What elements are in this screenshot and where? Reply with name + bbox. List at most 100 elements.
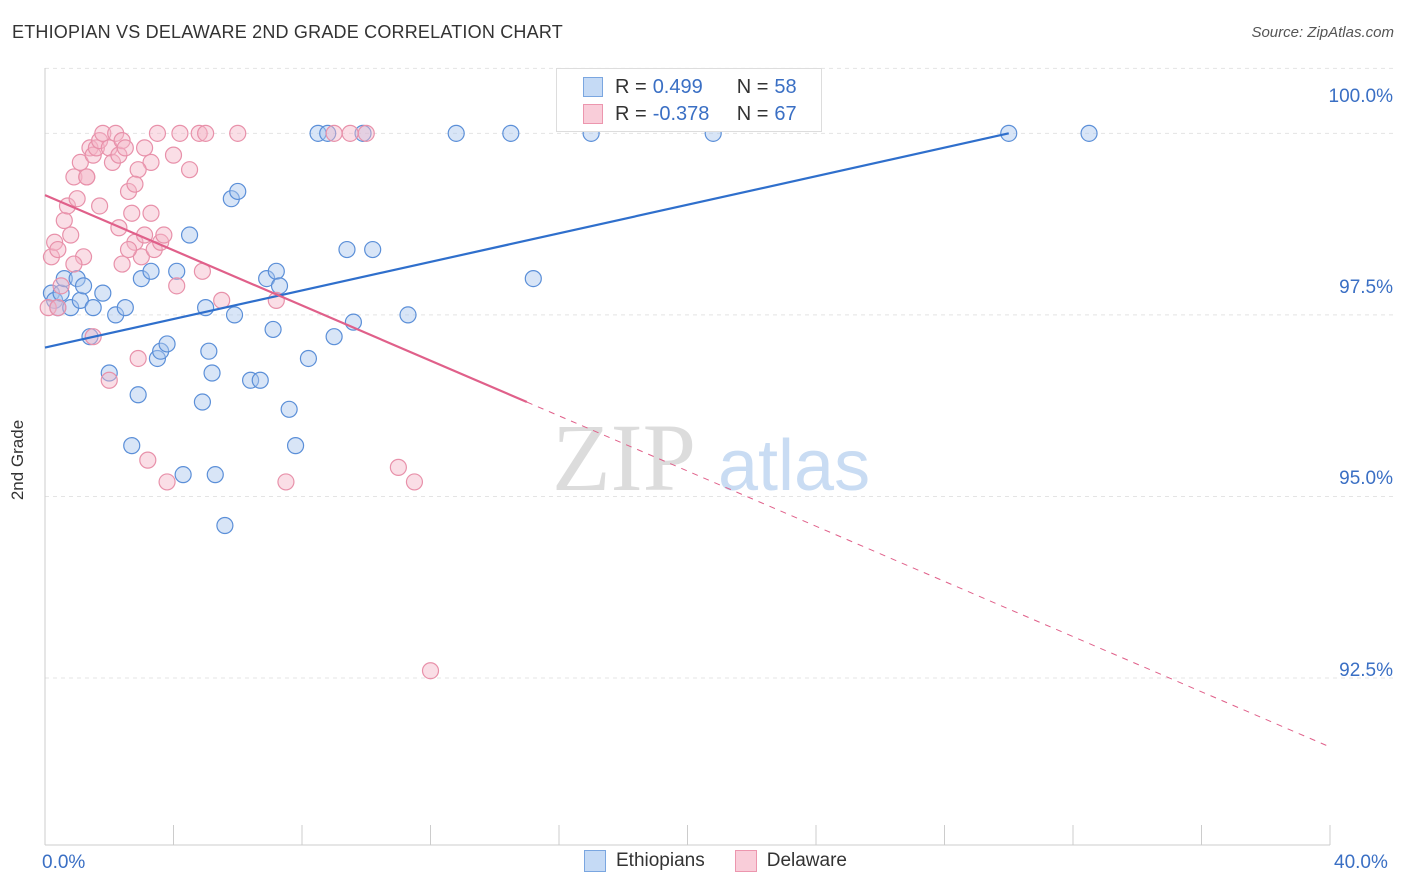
data-point [405,473,424,491]
data-point [389,458,407,476]
legend-item-ethiopians: Ethiopians [584,850,705,872]
legend-n-label: N = [736,75,769,98]
data-point [190,124,208,142]
legend-n-label: N = [736,102,769,125]
data-point [229,182,247,201]
data-point [71,153,89,172]
series-ethiopians-points [42,124,1098,535]
data-point [71,291,89,309]
legend-label: Delaware [766,850,847,871]
data-point [126,175,144,193]
data-point [155,226,173,244]
data-point [91,197,109,215]
legend-r-label: R = [615,102,647,125]
data-point [299,349,318,368]
legend-row-ethiopians: R = 0.499 N = 58 [583,74,797,100]
legend-item-delaware: Delaware [734,850,847,872]
data-point [135,139,154,157]
data-point [524,269,542,288]
legend-label: Ethiopians [616,850,705,871]
axes [44,68,1331,846]
data-point [319,124,337,142]
series-delaware-points [39,124,440,680]
data-point [168,277,186,295]
data-point [74,277,93,295]
y-tick-label: 97.5% [1339,277,1393,298]
data-point [84,299,102,317]
legend-row-delaware: R = -0.378 N = 67 [583,101,797,127]
data-point [341,124,359,142]
chart-source: Source: ZipAtlas.com [1251,24,1394,41]
data-point [123,204,141,222]
data-point [168,262,186,280]
legend-n-value: 67 [774,102,797,125]
data-point [49,240,67,259]
chart-title: ETHIOPIAN VS DELAWARE 2ND GRADE CORRELAT… [12,22,563,42]
data-point [132,248,150,266]
legend-swatch-pink [583,104,603,124]
data-point [129,161,147,179]
data-point [123,437,141,455]
legend-n-value: 58 [774,75,797,98]
data-point [447,124,465,142]
data-point [267,262,285,280]
data-point [206,466,224,484]
data-point [119,240,138,259]
data-point [325,328,343,346]
data-point [286,437,305,455]
legend-r-value: -0.378 [652,102,710,125]
data-point [200,342,218,360]
data-point [277,473,295,491]
y-tick-label: 95.0% [1339,468,1393,489]
data-point [129,386,147,404]
trend-line-extension [526,401,1331,748]
data-point [148,124,167,142]
data-point [280,400,298,418]
watermark-atlas: atlas [718,426,870,506]
data-point [129,349,147,368]
data-point [142,153,160,172]
data-point [171,124,189,142]
data-point [142,204,160,222]
data-point [139,451,157,469]
series-legend: Ethiopians Delaware [584,850,877,872]
data-point [216,516,234,535]
data-point [399,306,417,324]
data-point [113,255,131,273]
data-point [357,124,375,142]
correlation-legend: R = 0.499 N = 58 R = -0.378 N = 67 [556,68,822,132]
data-point [52,284,70,302]
data-point [421,662,440,680]
data-point [116,299,134,317]
data-point [270,277,289,295]
y-tick-label: 92.5% [1339,660,1393,681]
data-point [100,371,118,389]
data-point [264,320,282,339]
data-point [229,124,247,142]
trend-line [44,194,528,404]
data-point [203,364,221,382]
data-point [338,240,356,259]
data-point [142,262,160,280]
data-point [65,168,83,186]
data-point [55,211,73,230]
x-tick-label-max: 40.0% [1334,852,1388,873]
watermark-zip: ZIP [552,404,696,511]
data-point [180,226,199,244]
trend-line [44,132,1009,349]
data-point [193,393,212,411]
legend-swatch-pink [734,850,757,872]
legend-r-value: 0.499 [652,75,703,98]
data-point [197,124,215,142]
data-point [174,466,192,484]
data-point [116,139,134,157]
data-point [62,226,80,244]
data-point [1080,124,1098,142]
data-point [325,124,343,142]
data-point [164,146,183,164]
data-point [180,161,199,179]
legend-swatch-blue [583,77,603,97]
data-point [225,306,244,324]
data-point [242,371,260,389]
